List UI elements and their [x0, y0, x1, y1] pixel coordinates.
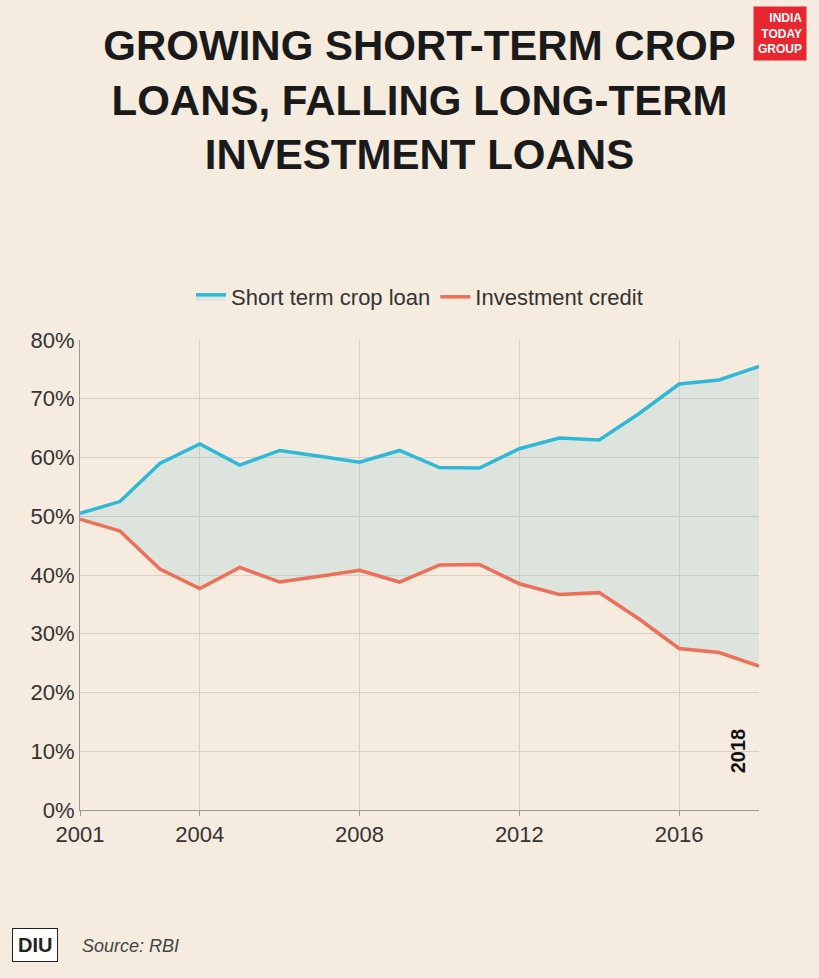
- svg-text:2012: 2012: [495, 822, 544, 847]
- svg-text:10%: 10%: [31, 739, 75, 764]
- svg-text:60%: 60%: [31, 445, 75, 470]
- svg-text:40%: 40%: [31, 563, 75, 588]
- svg-text:2008: 2008: [335, 822, 384, 847]
- svg-text:20%: 20%: [31, 680, 75, 705]
- svg-text:DIU: DIU: [18, 934, 52, 956]
- svg-text:Investment credit: Investment credit: [475, 285, 643, 310]
- svg-text:30%: 30%: [31, 621, 75, 646]
- svg-text:2016: 2016: [655, 822, 704, 847]
- svg-text:GROWING SHORT-TERM CROPLOANS,: GROWING SHORT-TERM CROPLOANS, FALLING LO…: [103, 22, 735, 178]
- svg-text:50%: 50%: [31, 504, 75, 529]
- svg-text:2018: 2018: [727, 729, 749, 774]
- svg-text:Source: RBI: Source: RBI: [82, 936, 179, 956]
- svg-text:Short term crop loan: Short term crop loan: [231, 285, 430, 310]
- svg-text:0%: 0%: [43, 798, 75, 823]
- svg-text:70%: 70%: [31, 386, 75, 411]
- svg-text:2004: 2004: [175, 822, 224, 847]
- svg-text:80%: 80%: [31, 328, 75, 353]
- svg-text:INDIATODAYGROUP: INDIATODAYGROUP: [758, 11, 802, 56]
- svg-text:2001: 2001: [56, 822, 105, 847]
